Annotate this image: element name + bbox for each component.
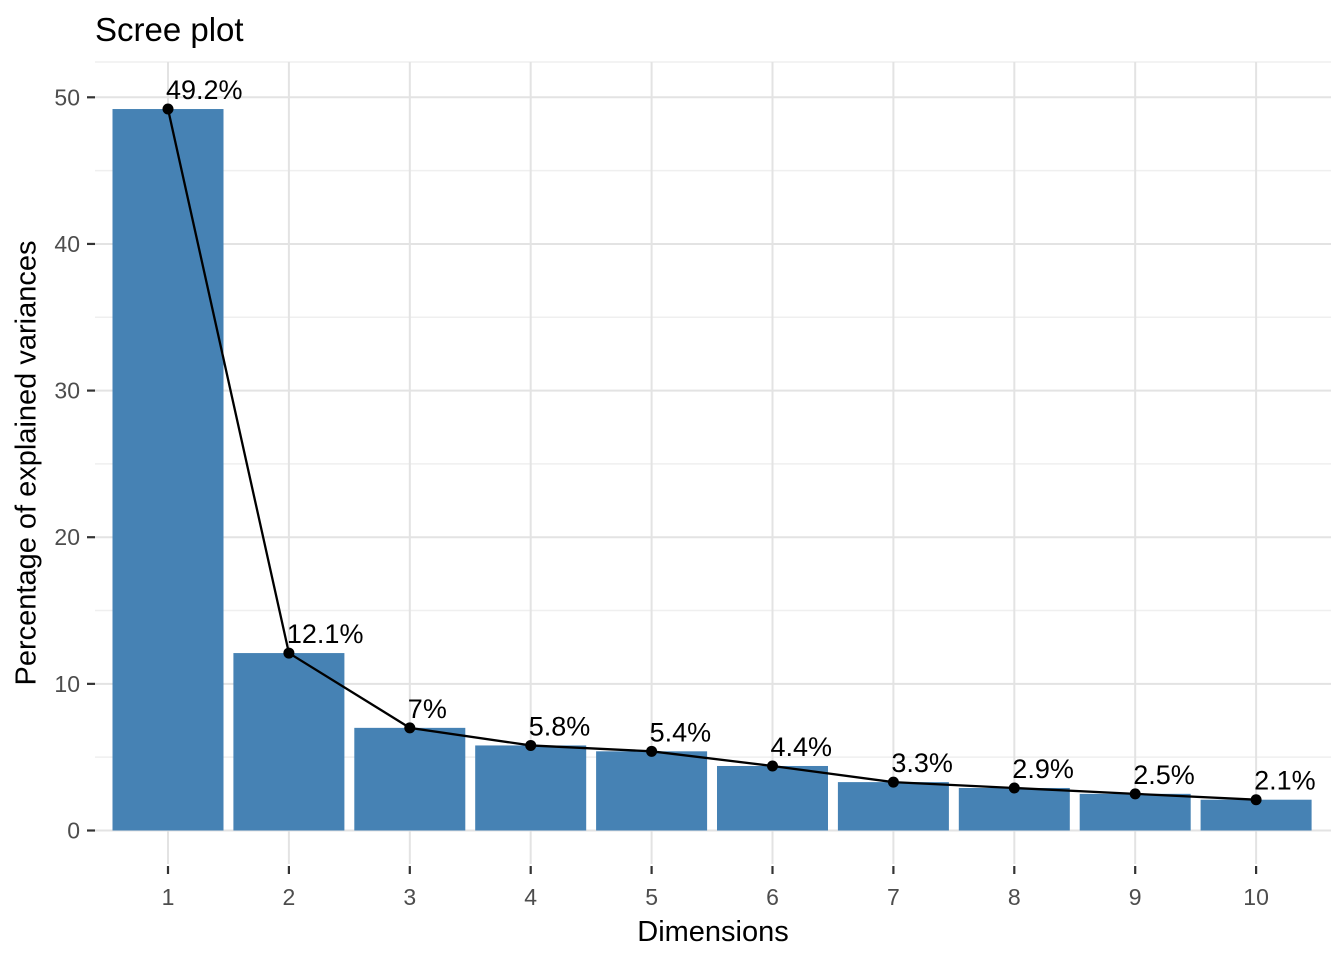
x-tick-label: 8 <box>1008 884 1021 910</box>
y-axis-title: Percentage of explained variances <box>10 240 43 686</box>
x-tick-label: 1 <box>162 884 175 910</box>
bar-dim-3 <box>354 727 466 831</box>
x-tick-label: 6 <box>766 884 779 910</box>
y-tick-label: 10 <box>54 671 80 697</box>
x-tick-label: 2 <box>283 884 296 910</box>
point-dim-1 <box>162 103 174 115</box>
bar-dim-6 <box>717 765 828 831</box>
value-label-dim-1: 49.2% <box>166 75 243 105</box>
x-axis-title: Dimensions <box>637 916 789 948</box>
y-tick-label: 0 <box>67 818 80 844</box>
bar-dim-4 <box>475 745 587 831</box>
point-dim-9 <box>1129 788 1141 800</box>
x-tick-label: 9 <box>1129 884 1142 910</box>
point-dim-7 <box>887 776 899 788</box>
point-dim-6 <box>767 760 778 772</box>
value-label-dim-9: 2.5% <box>1133 760 1195 790</box>
value-label-dim-2: 12.1% <box>287 619 364 649</box>
value-label-dim-4: 5.8% <box>529 711 591 741</box>
point-dim-10 <box>1250 794 1262 806</box>
x-tick-label: 10 <box>1243 884 1269 910</box>
x-tick-label: 4 <box>524 884 537 910</box>
x-tick-label: 3 <box>403 884 416 910</box>
bar-dim-5 <box>596 751 708 831</box>
point-dim-4 <box>525 739 537 751</box>
y-tick-label: 20 <box>54 524 80 550</box>
variance-line <box>166 108 1257 801</box>
bar-dim-8 <box>958 787 1070 831</box>
chart-title: Scree plot <box>95 11 244 48</box>
bar-dim-2 <box>233 653 345 831</box>
value-label-dim-7: 3.3% <box>891 748 953 778</box>
bar-dim-1 <box>112 109 224 831</box>
value-label-dim-10: 2.1% <box>1254 766 1316 796</box>
point-dim-3 <box>404 722 416 734</box>
bar-dim-7 <box>837 782 949 831</box>
point-dim-8 <box>1008 782 1020 794</box>
value-label-dim-3: 7% <box>408 694 447 724</box>
x-tick-label: 7 <box>887 884 900 910</box>
value-label-dim-5: 5.4% <box>650 717 712 747</box>
x-tick-label: 5 <box>645 884 658 910</box>
value-label-dim-8: 2.9% <box>1012 754 1074 784</box>
y-tick-label: 50 <box>54 84 80 110</box>
point-dim-5 <box>646 745 658 757</box>
y-tick-label: 30 <box>54 378 80 404</box>
point-dim-2 <box>283 647 295 659</box>
y-tick-label: 40 <box>54 231 80 257</box>
bar-dim-9 <box>1079 793 1191 831</box>
value-label-dim-6: 4.4% <box>771 732 833 762</box>
